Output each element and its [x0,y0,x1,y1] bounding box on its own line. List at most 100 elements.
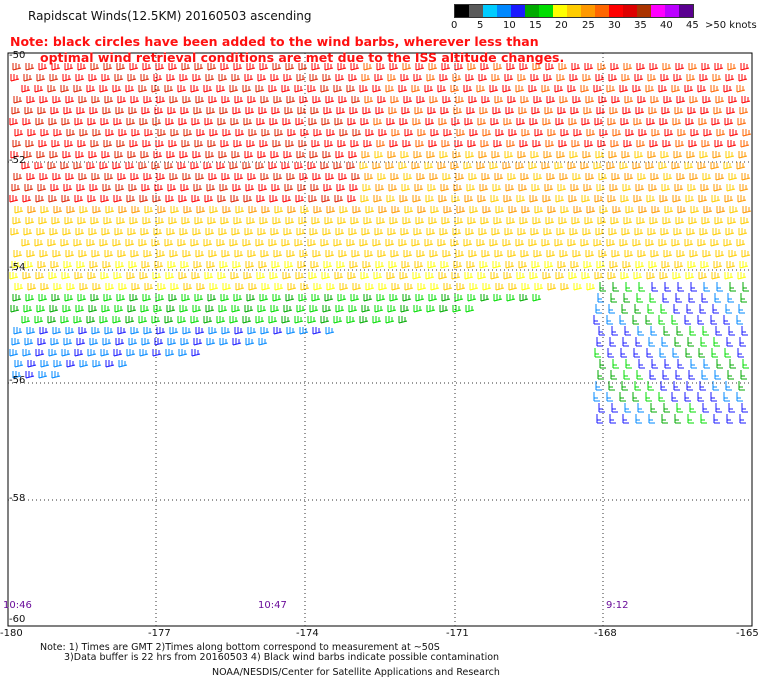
wind-barb [530,228,540,236]
wind-barb [571,217,581,225]
wind-barb [144,206,154,214]
wind-barb [530,74,540,82]
wind-barb [713,414,720,424]
wind-barb [632,315,639,325]
wind-barb [672,195,682,203]
wind-barb [430,283,440,291]
wind-barb [320,85,330,93]
wind-barb [235,283,245,291]
wind-barb [116,217,126,225]
wind-barb [154,107,164,115]
wind-barb [130,173,140,181]
wind-barb [728,326,735,336]
wind-barb [677,282,684,292]
wind-barb [89,107,99,115]
wind-barb [547,206,557,214]
wind-barb [261,283,271,291]
wind-barb [154,338,164,346]
wind-barb [389,140,399,148]
wind-barb [690,206,700,214]
wind-barb [25,294,35,302]
wind-barb [402,140,412,148]
wind-barb [283,228,293,236]
wind-barb [544,261,554,269]
wind-barb [739,184,749,192]
wind-barb [297,184,307,192]
wind-barb [281,85,291,93]
wind-barb [571,63,581,71]
wind-barb [634,381,641,391]
wind-barb [153,151,163,159]
wind-barb [698,118,708,126]
wind-barb [376,63,386,71]
wind-barb [740,293,747,303]
wind-barb [557,261,567,269]
wind-barb [611,96,621,104]
wind-barb [725,381,732,391]
wind-barb [546,250,556,258]
wind-barb [274,206,284,214]
wind-barb [11,184,21,192]
wind-barb [195,96,205,104]
wind-barb [74,195,84,203]
wind-barb [622,337,629,347]
wind-barb [741,96,751,104]
wind-barb [310,184,320,192]
wind-barb [690,129,700,137]
wind-barb [156,250,166,258]
wind-barb [689,326,696,336]
wind-barb [335,305,345,313]
wind-barb [141,107,151,115]
wind-barb [469,206,479,214]
wind-barb [439,74,449,82]
wind-barb [377,96,387,104]
wind-barb [49,305,59,313]
wind-barb [151,162,161,170]
wind-barb [260,173,270,181]
wind-barb [724,272,734,280]
wind-barb [638,206,648,214]
wind-barb [297,261,307,269]
wind-barb [468,173,478,181]
wind-barb [37,338,47,346]
wind-barb [502,85,512,93]
legend-swatch [595,5,609,17]
wind-barb [399,118,409,126]
wind-barb [440,261,450,269]
wind-barb [560,283,570,291]
wind-barb [638,359,645,369]
wind-barb [34,85,44,93]
wind-barb [285,63,295,71]
wind-barb [177,239,187,247]
wind-barb [283,305,293,313]
wind-barb [698,272,708,280]
wind-barb [466,261,476,269]
wind-barb [141,184,151,192]
wind-barb [415,63,425,71]
wind-barb [13,173,23,181]
wind-barb [285,217,295,225]
wind-barb [144,283,154,291]
wind-barb [220,217,230,225]
wind-barb [127,305,137,313]
wind-barb [229,239,239,247]
wind-barb [516,272,526,280]
wind-barb [230,195,240,203]
wind-barb [467,217,477,225]
wind-barb [450,162,460,170]
wind-barb [490,272,500,280]
wind-barb [414,107,424,115]
wind-barb [400,228,410,236]
wind-barb [611,250,621,258]
wind-barb [712,151,722,159]
wind-barb [377,173,387,181]
wind-barb [113,349,123,357]
wind-barb [650,96,660,104]
wind-barb [402,63,412,71]
wind-barb [454,140,464,148]
wind-barb [268,85,278,93]
wind-barb [661,261,671,269]
wind-barb [386,272,396,280]
wind-barb [258,338,268,346]
wind-barb [619,239,629,247]
